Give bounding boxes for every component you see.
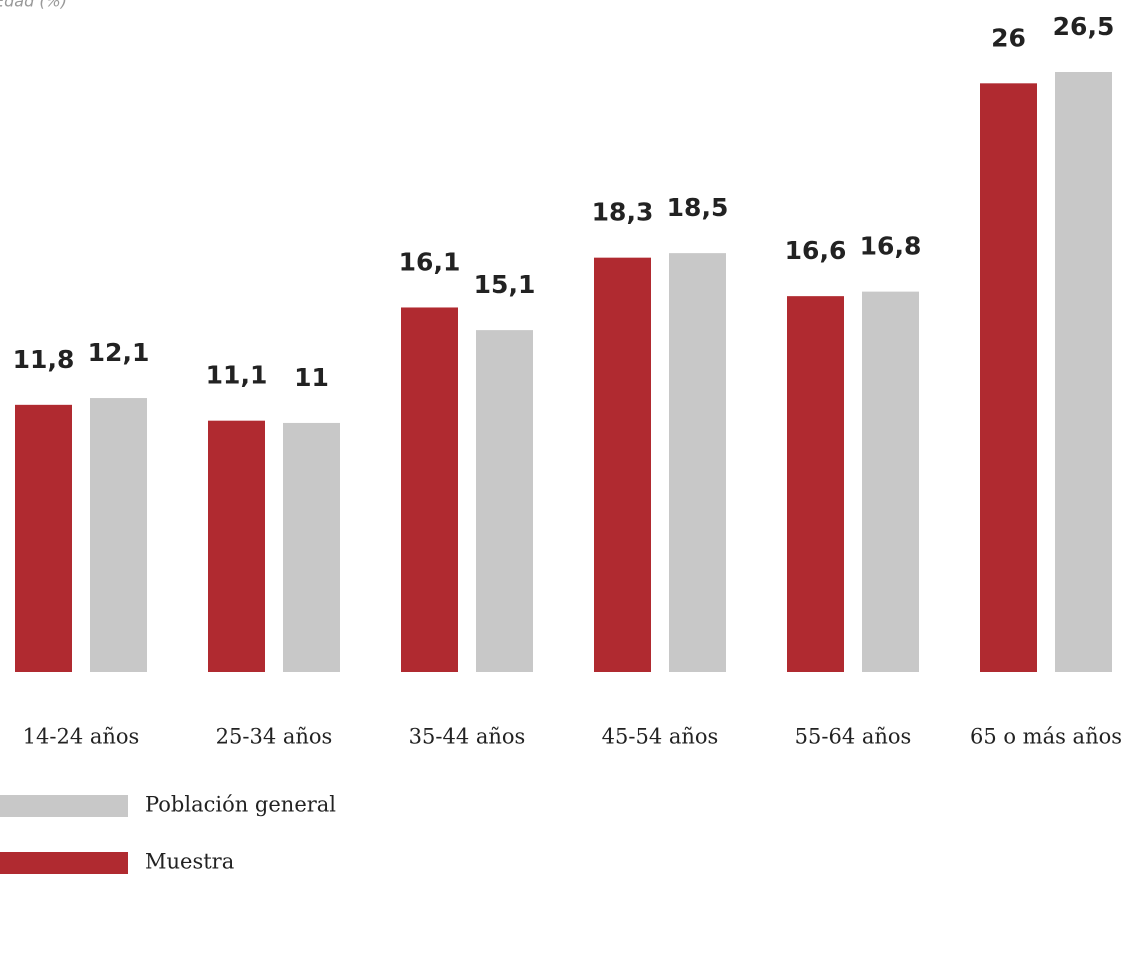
x-tick-label: 65 o más años: [970, 725, 1122, 749]
legend-label: Muestra: [145, 850, 234, 874]
legend-label: Población general: [145, 793, 336, 817]
bar: [15, 404, 72, 672]
bar: [1055, 72, 1112, 672]
value-label: 18,5: [667, 193, 729, 222]
bar: [669, 253, 726, 672]
value-label: 11,8: [13, 345, 75, 374]
value-label: 26: [991, 23, 1026, 52]
x-tick-label: 35-44 años: [409, 725, 526, 749]
bar: [208, 420, 265, 672]
bar: [476, 330, 533, 672]
bar: [980, 83, 1037, 673]
bar: [594, 257, 651, 672]
x-tick-label: 25-34 años: [216, 725, 333, 749]
value-label: 11: [294, 363, 329, 392]
bar: [862, 291, 919, 672]
value-label: 15,1: [474, 270, 536, 299]
legend-swatch: [0, 795, 128, 817]
x-tick-label: 45-54 años: [602, 725, 719, 749]
x-tick-label: 55-64 años: [795, 725, 912, 749]
bar: [90, 398, 147, 672]
value-label: 12,1: [88, 338, 150, 367]
value-label: 16,6: [785, 236, 847, 265]
value-label: 16,1: [399, 247, 461, 276]
value-label: 16,8: [860, 232, 922, 261]
chart-title: Edad (%): [0, 0, 67, 11]
bar: [787, 296, 844, 672]
value-label: 11,1: [206, 361, 268, 390]
bar: [401, 307, 458, 672]
x-tick-label: 14-24 años: [23, 725, 140, 749]
value-label: 18,3: [592, 198, 654, 227]
bar: [283, 422, 340, 672]
value-label: 26,5: [1053, 12, 1115, 41]
legend-swatch: [0, 852, 128, 874]
